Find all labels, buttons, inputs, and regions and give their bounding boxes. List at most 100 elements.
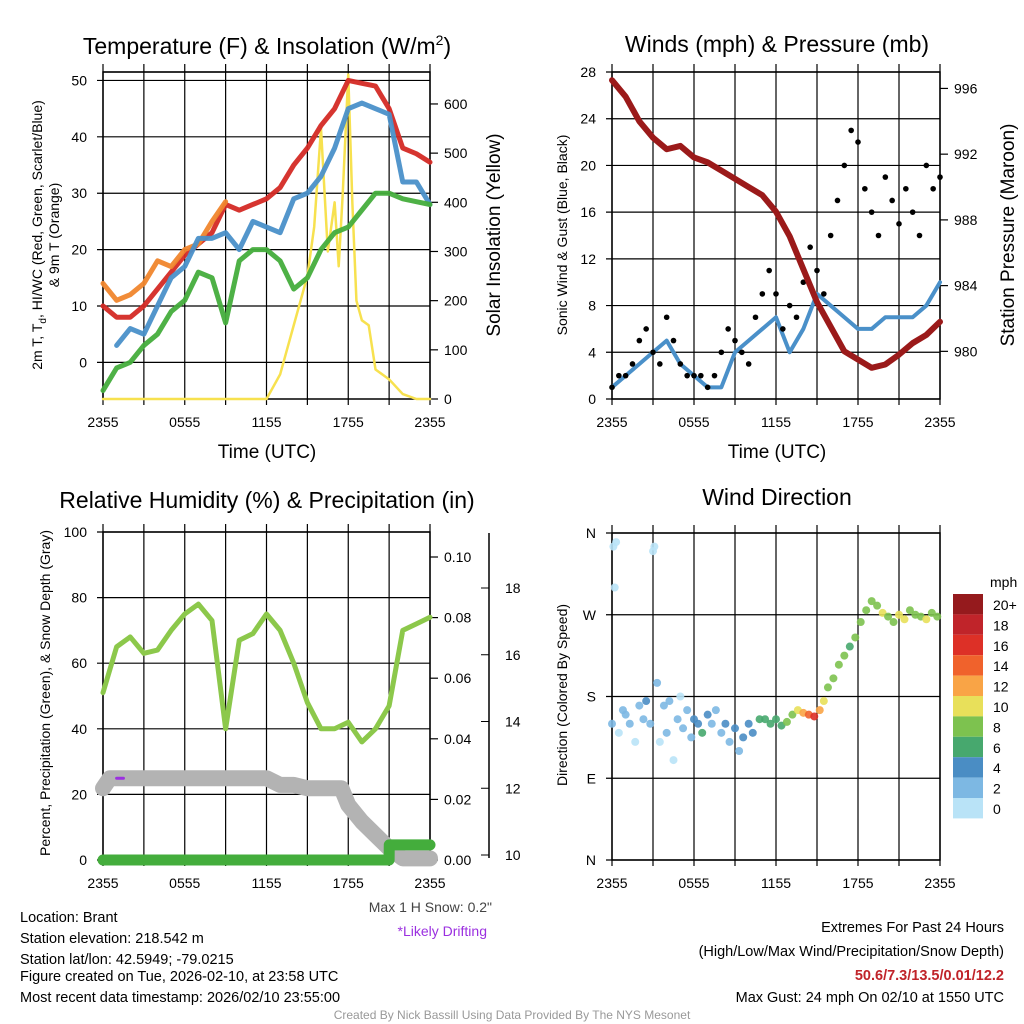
winddir-ylabel: Direction (Colored By Speed) [554, 604, 570, 786]
gust-point [903, 185, 909, 192]
legend-swatch [953, 777, 983, 798]
gust-point [745, 361, 752, 367]
wind-direction-point [653, 678, 662, 687]
wind-direction-point [772, 715, 780, 724]
wind-ytick-label: 8 [588, 298, 596, 314]
credit: Created By Nick Bassill Using Data Provi… [334, 1008, 691, 1022]
pressure-y2tick-label: 984 [954, 278, 978, 294]
wind-ytick-label: 24 [580, 111, 596, 127]
gust-point [718, 349, 725, 356]
wind-direction-point [625, 719, 634, 728]
wind-direction-point [884, 612, 893, 621]
winddir-xtick-label: 1155 [761, 875, 791, 891]
rh-chart-title: Relative Humidity (%) & Precipitation (i… [59, 487, 474, 513]
legend-label: 4 [993, 760, 1001, 776]
wind-xtick-label: 2355 [596, 414, 627, 430]
precip-y2tick-label: 0.10 [444, 549, 471, 565]
gust-point [657, 361, 663, 367]
wind-direction-point [851, 633, 860, 642]
legend-label: 14 [993, 658, 1009, 674]
wind-ytick-label: 0 [588, 391, 596, 407]
wind-xtick-label: 1755 [842, 414, 873, 430]
temp-xtick-label: 1155 [251, 414, 281, 430]
max-snow-note: Max 1 H Snow: 0.2" [369, 899, 492, 915]
wind-direction-point [650, 542, 659, 551]
gust-point [609, 384, 615, 391]
wind-direction-point [646, 719, 655, 728]
wind-direction-point [840, 651, 849, 660]
snow-tick-label: 12 [505, 780, 521, 796]
extremes-title: Extremes For Past 24 Hours [821, 920, 1004, 936]
rh-ytick-label: 80 [71, 590, 87, 606]
snow-tick-label: 10 [505, 847, 521, 863]
solar-y2tick-label: 300 [444, 243, 468, 259]
gust-point [923, 162, 930, 169]
pressure-line [609, 77, 943, 371]
solar-y2tick-label: 500 [444, 145, 468, 161]
gust-point [834, 197, 841, 204]
gust-point [622, 372, 629, 379]
wind-chart-title: Winds (mph) & Pressure (mb) [625, 31, 929, 57]
wind-direction-point [834, 660, 843, 669]
temp-chart-title: Temperature (F) & Insolation (W/m2) [83, 32, 451, 59]
location: Location: Brant [20, 910, 118, 926]
gust-point [896, 221, 902, 227]
legend-label: 10 [993, 699, 1009, 715]
wind-direction-point [694, 719, 703, 728]
latlon: Station lat/lon: 42.5949; -79.0215 [20, 952, 234, 968]
gust-point [786, 302, 793, 309]
gust-point [855, 139, 861, 145]
precip-y2tick-label: 0.04 [444, 731, 471, 747]
temp-xtick-label: 2355 [414, 414, 445, 430]
legend-label: 18 [993, 617, 1009, 633]
wind-direction-point [673, 715, 682, 724]
wind-direction-point [933, 612, 942, 621]
drift-note: *Likely Drifting [398, 923, 487, 939]
rh-ytick-label: 20 [71, 786, 87, 802]
gust-point [752, 314, 759, 321]
winddir-ytick-label: E [587, 770, 596, 786]
series-dew-line [100, 190, 433, 394]
gust-point [868, 209, 875, 215]
series-hiwc-line [114, 100, 433, 348]
gust-point [937, 174, 943, 180]
legend-title: mph [990, 574, 1017, 590]
wind-direction-point [819, 697, 828, 706]
wind-direction-point [669, 756, 678, 765]
rh-ytick-label: 40 [71, 721, 87, 737]
gust-point [739, 349, 745, 356]
wind-ytick-label: 12 [580, 251, 596, 267]
wind-direction-point [829, 674, 838, 683]
legend-swatch [953, 634, 983, 656]
legend-label: 20+ [993, 597, 1017, 613]
wind-direction-point [687, 733, 696, 742]
max-gust: Max Gust: 24 mph On 02/10 at 1550 UTC [736, 990, 1004, 1006]
legend-swatch [953, 696, 983, 717]
rh-xtick-label: 1755 [333, 875, 364, 891]
wind-ytick-label: 4 [588, 344, 596, 360]
legend-swatch [953, 675, 983, 696]
gust-point [643, 326, 649, 332]
wind-direction-point [755, 715, 764, 724]
wind-direction-point [707, 719, 716, 728]
temp-ytick-label: 40 [71, 129, 87, 145]
precip-y2tick-label: 0.08 [444, 610, 471, 626]
legend-swatch [953, 594, 983, 615]
wind-ytick-label: 16 [580, 204, 596, 220]
series-temp9m-line [100, 199, 229, 303]
rh-xtick-label: 0555 [169, 875, 200, 891]
winddir-xtick-label: 2355 [924, 875, 955, 891]
wind-direction-point [683, 706, 692, 715]
pressure-y2tick-label: 988 [954, 212, 978, 228]
gust-point [930, 185, 936, 192]
wind-direction-point [655, 737, 664, 746]
wind-direction-point [867, 597, 876, 606]
wind-direction-point [761, 715, 770, 724]
gust-point [670, 337, 677, 344]
wind-direction-point [782, 717, 791, 726]
wind-direction-point [614, 728, 623, 737]
temp-xtick-label: 0555 [169, 414, 200, 430]
gust-point [800, 279, 807, 286]
wind-direction-point [610, 583, 619, 592]
wind-ylabel: Sonic Wind & Gust (Blue, Black) [554, 135, 570, 336]
